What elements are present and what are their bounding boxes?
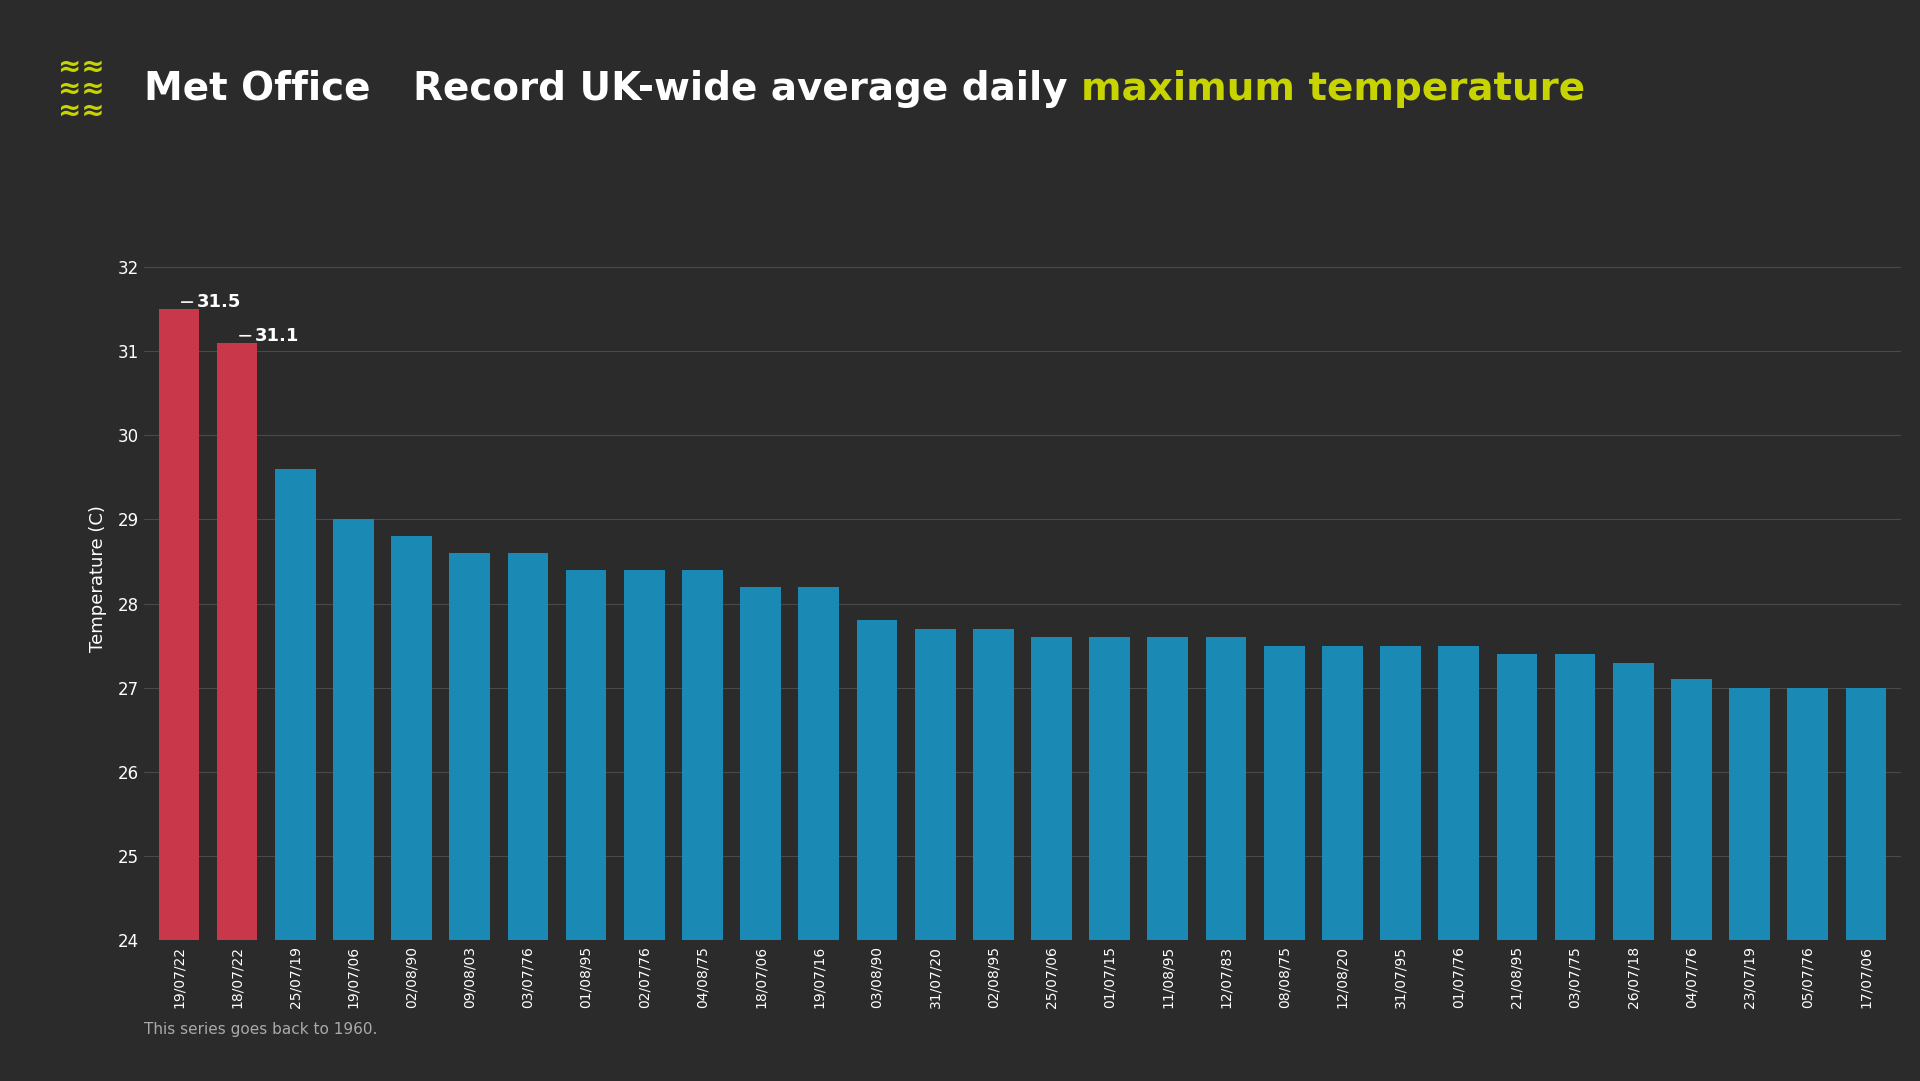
Bar bbox=[973, 629, 1014, 940]
Text: 31.1: 31.1 bbox=[255, 326, 300, 345]
Bar bbox=[1206, 638, 1246, 940]
Bar bbox=[566, 570, 607, 940]
Bar bbox=[392, 536, 432, 940]
Text: This series goes back to 1960.: This series goes back to 1960. bbox=[144, 1022, 378, 1037]
Bar bbox=[914, 629, 956, 940]
Text: ≈≈: ≈≈ bbox=[58, 75, 104, 103]
Bar bbox=[507, 553, 549, 940]
Bar bbox=[1670, 679, 1713, 940]
Bar bbox=[856, 620, 897, 940]
Bar bbox=[1845, 688, 1885, 940]
Bar bbox=[449, 553, 490, 940]
Bar bbox=[217, 343, 257, 940]
Bar bbox=[1263, 645, 1304, 940]
Bar bbox=[1148, 638, 1188, 940]
Bar bbox=[1496, 654, 1538, 940]
Bar bbox=[1323, 645, 1363, 940]
Text: ≈≈: ≈≈ bbox=[58, 96, 104, 124]
Bar bbox=[275, 469, 315, 940]
Bar bbox=[799, 587, 839, 940]
Text: Record UK-wide average daily: Record UK-wide average daily bbox=[413, 69, 1081, 108]
Bar bbox=[1730, 688, 1770, 940]
Text: maximum temperature: maximum temperature bbox=[1081, 69, 1586, 108]
Bar bbox=[1788, 688, 1828, 940]
Text: 31.5: 31.5 bbox=[196, 293, 240, 311]
Bar bbox=[1089, 638, 1131, 940]
Bar bbox=[1613, 663, 1653, 940]
Bar bbox=[741, 587, 781, 940]
Bar bbox=[159, 309, 200, 940]
Bar bbox=[1438, 645, 1478, 940]
Bar bbox=[682, 570, 722, 940]
Text: Met Office: Met Office bbox=[144, 69, 371, 108]
Text: ≈≈: ≈≈ bbox=[58, 53, 104, 81]
Bar bbox=[332, 519, 374, 940]
Bar bbox=[1380, 645, 1421, 940]
Bar bbox=[1031, 638, 1071, 940]
Bar bbox=[624, 570, 664, 940]
Bar bbox=[1555, 654, 1596, 940]
Y-axis label: Temperature (C): Temperature (C) bbox=[88, 505, 108, 652]
